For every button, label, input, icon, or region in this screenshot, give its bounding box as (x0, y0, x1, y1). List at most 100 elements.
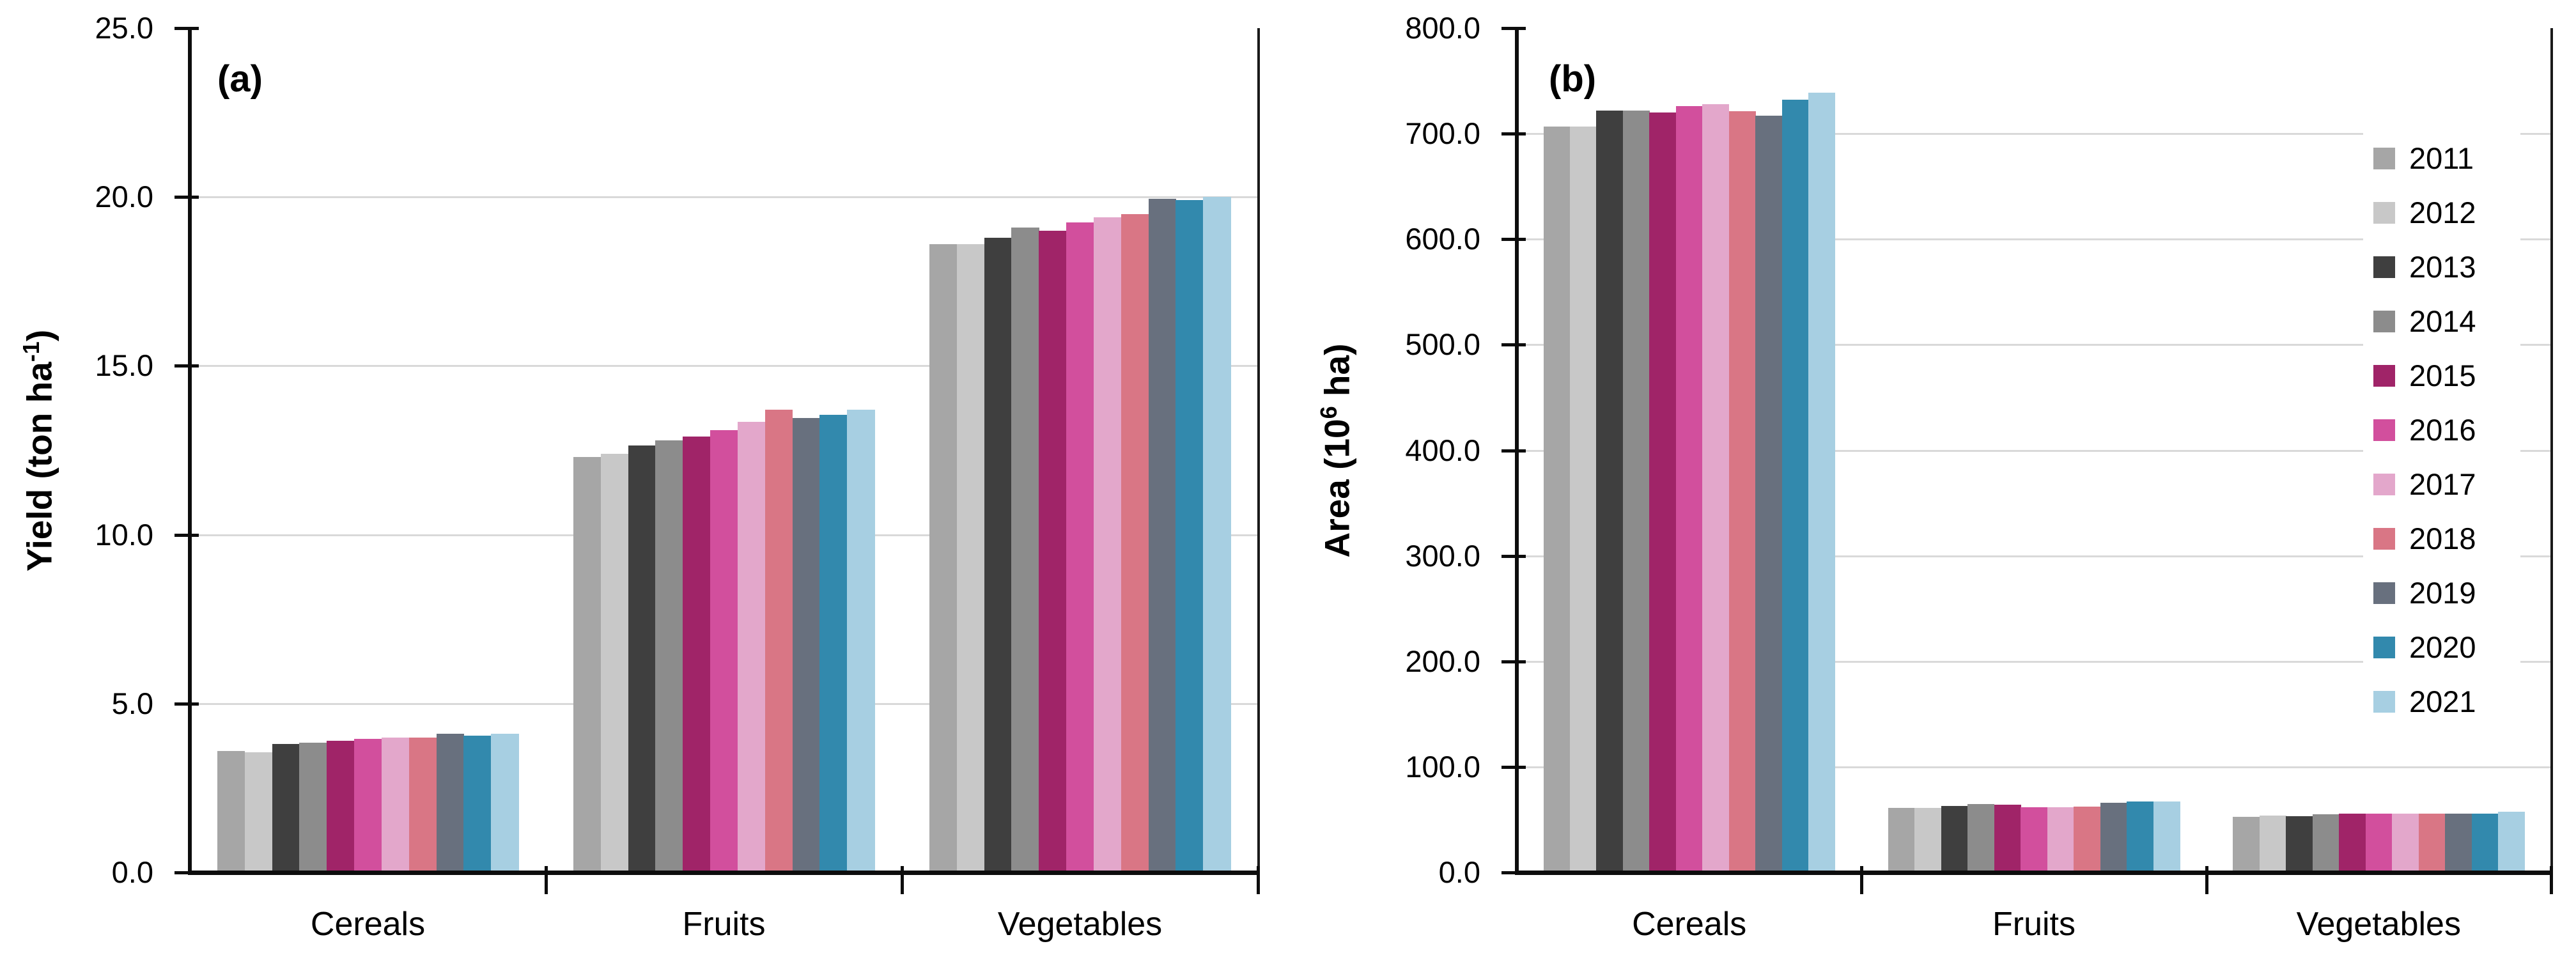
legend: 2011 2012 2013 2014 2015 2016 2017 2018 2019 2020… (2363, 131, 2520, 729)
legend-swatch-icon (2373, 419, 2395, 441)
bar-cereals-2014 (1622, 110, 1650, 872)
bar-fruits-2019 (2100, 803, 2127, 872)
y-tick-label: 5.0 (111, 686, 153, 720)
x-tick-mark (2550, 866, 2553, 894)
legend-item-2017: 2017 (2363, 457, 2520, 511)
bar-vegetables-2019 (1148, 198, 1177, 872)
bar-vegetables-2012 (956, 244, 985, 872)
legend-label: 2017 (2409, 467, 2476, 501)
y-tick-mark (1501, 660, 1526, 663)
bar-fruits-2015 (683, 437, 711, 872)
legend-label: 2011 (2409, 141, 2474, 175)
y-axis-title-text: ha) (1317, 343, 1357, 406)
bar-cereals-2011 (1543, 126, 1571, 872)
y-tick-mark (1501, 554, 1526, 558)
y-tick-label: 300.0 (1405, 538, 1480, 573)
legend-swatch-icon (2373, 473, 2395, 495)
legend-label: 2020 (2409, 630, 2476, 664)
category-label-cereals: Cereals (310, 906, 426, 943)
bar-fruits-2017 (737, 421, 766, 872)
y-tick-mark (175, 27, 199, 30)
bar-cereals-2019 (1755, 116, 1783, 872)
bar-fruits-2013 (1941, 805, 1968, 872)
gridline (1519, 555, 2551, 557)
y-axis-title-text: Area (10 (1317, 418, 1357, 557)
y-tick-label: 10.0 (95, 517, 153, 552)
y-tick-mark (1501, 449, 1526, 453)
bar-fruits-2021 (2153, 801, 2180, 872)
bar-fruits-2015 (1994, 805, 2021, 872)
y-tick-mark (1501, 238, 1526, 242)
y-axis-title: Yield (ton ha-1) (18, 163, 59, 738)
bar-cereals-2013 (272, 744, 300, 872)
legend-swatch-icon (2373, 256, 2395, 278)
legend-label: 2015 (2409, 359, 2476, 392)
bar-fruits-2017 (2047, 807, 2074, 872)
legend-swatch-icon (2373, 201, 2395, 224)
y-tick-mark (1501, 343, 1526, 347)
bar-cereals-2015 (1649, 112, 1677, 872)
bar-vegetables-2015 (2339, 813, 2366, 872)
bar-vegetables-2016 (1066, 222, 1094, 872)
category-label-cereals: Cereals (1632, 906, 1747, 943)
bar-fruits-2020 (2127, 801, 2154, 872)
bar-fruits-2012 (1914, 808, 1942, 872)
bar-vegetables-2018 (1121, 213, 1149, 872)
bar-cereals-2018 (1728, 111, 1756, 872)
bar-vegetables-2020 (1175, 200, 1204, 872)
legend-label: 2021 (2409, 685, 2476, 718)
y-tick-mark (175, 364, 199, 368)
gridline (1519, 449, 2551, 452)
bar-cereals-2015 (327, 740, 355, 872)
y-tick-mark (1501, 871, 1526, 874)
y-tick-label: 20.0 (95, 180, 153, 214)
bar-cereals-2020 (1781, 100, 1809, 872)
category-label-vegetables: Vegetables (2296, 906, 2461, 943)
legend-label: 2019 (2409, 576, 2476, 610)
bar-cereals-2011 (217, 750, 245, 872)
bar-cereals-2020 (463, 736, 492, 872)
bar-vegetables-2014 (1011, 227, 1039, 872)
legend-swatch-icon (2373, 364, 2395, 387)
bar-cereals-2017 (381, 737, 410, 872)
gridline (1519, 344, 2551, 346)
bar-fruits-2021 (847, 410, 875, 872)
bar-vegetables-2012 (2259, 815, 2286, 872)
legend-item-2020: 2020 (2363, 620, 2520, 674)
y-tick-label: 15.0 (95, 348, 153, 383)
bar-vegetables-2016 (2365, 813, 2393, 872)
legend-swatch-icon (2373, 310, 2395, 332)
legend-item-2018: 2018 (2363, 511, 2520, 566)
y-tick-mark (175, 533, 199, 537)
bar-fruits-2014 (1967, 804, 1995, 872)
legend-item-2015: 2015 (2363, 348, 2520, 403)
y-tick-label: 500.0 (1405, 327, 1480, 362)
x-tick-mark (1860, 866, 1864, 894)
bar-vegetables-2018 (2418, 814, 2446, 872)
category-label-fruits: Fruits (682, 906, 766, 943)
y-axis-title-superscript: 6 (1315, 405, 1342, 419)
legend-swatch-icon (2373, 582, 2395, 604)
bar-cereals-2013 (1596, 110, 1624, 872)
x-tick-mark (1257, 866, 1260, 894)
y-tick-label: 100.0 (1405, 749, 1480, 784)
gridline (192, 365, 1258, 368)
y-tick-mark (175, 871, 199, 874)
legend-item-2013: 2013 (2363, 240, 2520, 294)
bar-vegetables-2020 (2471, 814, 2499, 872)
y-tick-label: 700.0 (1405, 116, 1480, 151)
bar-fruits-2020 (819, 415, 848, 872)
y-tick-label: 200.0 (1405, 644, 1480, 678)
bar-vegetables-2021 (1203, 197, 1231, 872)
category-label-fruits: Fruits (1992, 906, 2076, 943)
y-tick-mark (175, 702, 199, 706)
gridline (1519, 133, 2551, 135)
bar-vegetables-2013 (984, 237, 1012, 872)
bar-cereals-2016 (1675, 106, 1703, 872)
gridline (1519, 238, 2551, 241)
y-axis-title-text: ) (19, 329, 59, 341)
y-tick-label: 400.0 (1405, 433, 1480, 467)
bar-fruits-2011 (573, 457, 601, 872)
y-tick-label: 0.0 (1438, 855, 1480, 889)
